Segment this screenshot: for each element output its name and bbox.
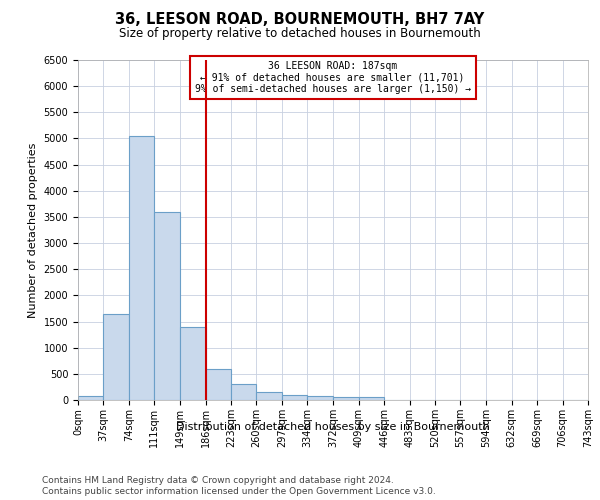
Text: Contains HM Land Registry data © Crown copyright and database right 2024.: Contains HM Land Registry data © Crown c… bbox=[42, 476, 394, 485]
Bar bbox=[129, 136, 154, 400]
Bar bbox=[359, 397, 384, 400]
Bar bbox=[180, 327, 206, 400]
Bar bbox=[103, 314, 129, 400]
Bar bbox=[282, 395, 307, 400]
Text: 36 LEESON ROAD: 187sqm
← 91% of detached houses are smaller (11,701)
9% of semi-: 36 LEESON ROAD: 187sqm ← 91% of detached… bbox=[194, 61, 471, 94]
Text: Contains public sector information licensed under the Open Government Licence v3: Contains public sector information licen… bbox=[42, 488, 436, 496]
Bar bbox=[154, 212, 180, 400]
Bar bbox=[78, 396, 103, 400]
Text: Distribution of detached houses by size in Bournemouth: Distribution of detached houses by size … bbox=[176, 422, 490, 432]
Bar bbox=[231, 384, 256, 400]
Bar bbox=[256, 392, 282, 400]
Bar bbox=[334, 397, 359, 400]
Text: Size of property relative to detached houses in Bournemouth: Size of property relative to detached ho… bbox=[119, 28, 481, 40]
Y-axis label: Number of detached properties: Number of detached properties bbox=[28, 142, 38, 318]
Bar bbox=[206, 368, 231, 400]
Bar bbox=[307, 396, 334, 400]
Text: 36, LEESON ROAD, BOURNEMOUTH, BH7 7AY: 36, LEESON ROAD, BOURNEMOUTH, BH7 7AY bbox=[115, 12, 485, 28]
